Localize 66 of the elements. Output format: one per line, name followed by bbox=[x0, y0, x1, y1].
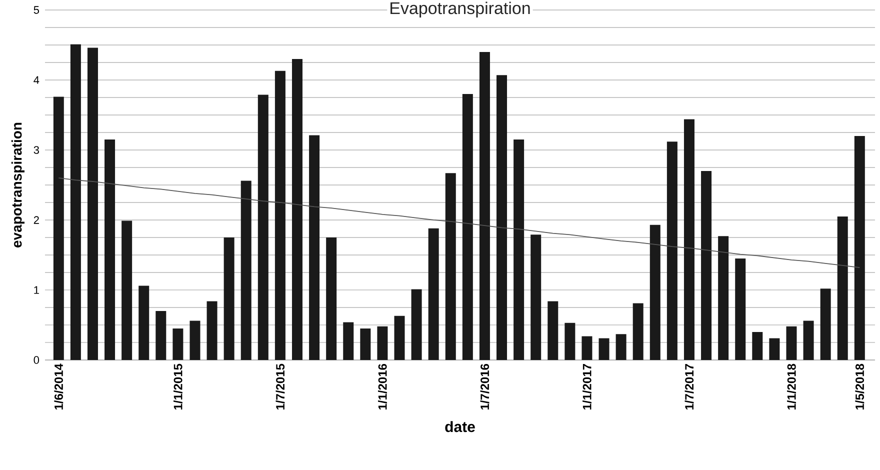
bar bbox=[206, 301, 218, 360]
bar bbox=[309, 135, 320, 360]
bar bbox=[411, 289, 422, 360]
bar bbox=[156, 310, 166, 360]
bar bbox=[87, 48, 98, 360]
x-tick-label: 1/7/2016 bbox=[480, 364, 490, 410]
bar bbox=[138, 286, 150, 360]
x-tick-label: 1/5/2018 bbox=[855, 364, 864, 410]
x-axis-title: date bbox=[445, 421, 475, 432]
bar bbox=[172, 328, 184, 360]
bar bbox=[479, 52, 490, 360]
bar bbox=[820, 288, 831, 360]
x-tick-label: 1/7/2015 bbox=[276, 364, 285, 410]
bar bbox=[462, 94, 473, 360]
x-tick-label: 1/1/2018 bbox=[787, 364, 796, 410]
bar bbox=[190, 320, 200, 360]
bar bbox=[343, 322, 354, 360]
y-tick-label: 0 bbox=[34, 356, 40, 364]
bar bbox=[292, 58, 302, 360]
y-tick-label: 3 bbox=[34, 146, 39, 154]
x-tick-label: 1/1/2017 bbox=[582, 364, 592, 410]
x-tick-label: 1/1/2015 bbox=[173, 364, 182, 410]
bar bbox=[837, 216, 848, 360]
y-tick-label: 1 bbox=[34, 286, 39, 294]
y-axis-title: evapotranspiration bbox=[11, 122, 24, 248]
bar bbox=[326, 237, 337, 360]
bar bbox=[122, 220, 132, 360]
bar bbox=[70, 44, 81, 360]
bar bbox=[684, 119, 694, 360]
bar bbox=[360, 328, 371, 360]
bar bbox=[530, 234, 542, 360]
bar bbox=[548, 301, 558, 360]
bar bbox=[582, 336, 592, 360]
bar bbox=[735, 258, 746, 360]
bar bbox=[104, 139, 116, 360]
bar bbox=[854, 136, 865, 360]
bar bbox=[718, 236, 729, 360]
bar bbox=[496, 75, 508, 360]
bar bbox=[701, 170, 712, 360]
x-tick-label: 1/6/2014 bbox=[54, 364, 64, 410]
bar bbox=[666, 142, 678, 360]
bar bbox=[786, 326, 797, 360]
bar bbox=[752, 332, 763, 360]
bar bbox=[240, 180, 252, 360]
bar bbox=[564, 322, 576, 360]
bar bbox=[598, 338, 610, 360]
y-tick-label: 4 bbox=[34, 76, 40, 84]
x-tick-label: 1/7/2017 bbox=[684, 364, 694, 410]
bar bbox=[769, 338, 780, 360]
bar bbox=[428, 228, 439, 360]
bar bbox=[803, 320, 814, 360]
bar bbox=[616, 334, 626, 360]
bar bbox=[377, 326, 388, 360]
x-tick-label: 1/1/2016 bbox=[378, 364, 387, 410]
bar bbox=[650, 224, 660, 360]
bar bbox=[224, 237, 234, 360]
bar bbox=[445, 173, 456, 360]
bar bbox=[274, 70, 286, 360]
y-tick-label: 2 bbox=[34, 216, 39, 224]
bar bbox=[514, 139, 524, 360]
bar bbox=[632, 303, 644, 360]
chart-title: Evapotranspiration bbox=[390, 2, 530, 18]
y-tick-label: 5 bbox=[34, 6, 40, 14]
bar bbox=[258, 94, 268, 360]
bar bbox=[394, 316, 405, 360]
bar bbox=[53, 96, 64, 360]
